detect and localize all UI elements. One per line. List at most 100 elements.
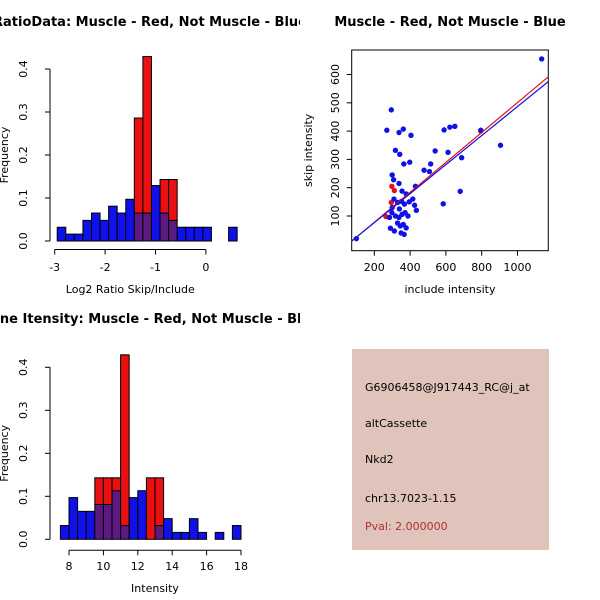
- not-muscle-point: [447, 124, 453, 130]
- y-tick-label: 500: [329, 92, 342, 113]
- y-tick-label: 0.2: [17, 445, 30, 463]
- not-muscle-point: [399, 188, 405, 194]
- top-left-histogram-svg: RatioData: Muscle - Red, Not Muscle - Bl…: [0, 15, 307, 296]
- muscle-point: [391, 187, 398, 194]
- not-muscle-point: [421, 167, 427, 173]
- x-axis-label: Intensity: [131, 582, 179, 595]
- y-tick-label: 300: [329, 149, 342, 170]
- x-tick-label: 12: [131, 560, 145, 573]
- not-muscle-point: [405, 213, 411, 219]
- histogram-bar: [133, 212, 144, 242]
- histogram-bar: [111, 477, 122, 492]
- not-muscle-point: [440, 201, 446, 207]
- y-tick-label: 600: [329, 64, 342, 85]
- not-muscle-point: [396, 206, 403, 212]
- not-muscle-point: [397, 151, 403, 158]
- y-tick-label: 0.4: [17, 60, 30, 78]
- not-muscle-point: [401, 201, 408, 207]
- histogram-bar: [102, 477, 113, 505]
- histogram-bar: [90, 212, 101, 242]
- x-tick-label: -2: [100, 261, 111, 274]
- not-muscle-point: [457, 188, 463, 195]
- histogram-bar: [214, 531, 225, 540]
- not-muscle-point: [390, 177, 397, 183]
- y-tick-label: 0.0: [17, 531, 30, 549]
- histogram-bar: [102, 503, 113, 540]
- y-axis-label: Frequency: [0, 126, 11, 183]
- histogram-bar: [108, 205, 118, 242]
- gene-info-box: G6906458@J917443_RC@j_at altCassette Nkd…: [352, 349, 549, 550]
- x-tick-label: 16: [200, 560, 214, 573]
- not-muscle-point: [391, 196, 397, 202]
- not-muscle-point: [388, 107, 395, 113]
- histogram-bar: [128, 497, 139, 540]
- histogram-bar: [99, 219, 110, 242]
- histogram-bar: [68, 497, 79, 540]
- muscle-point: [389, 183, 395, 189]
- not-muscle-point: [445, 149, 451, 156]
- histogram-bar: [168, 179, 178, 221]
- histogram-bar: [154, 525, 165, 540]
- not-muscle-point: [497, 142, 504, 148]
- x-tick-label: 18: [234, 560, 248, 573]
- pval-text: Pval: 2.000000: [365, 520, 448, 533]
- histogram-bar: [56, 226, 67, 242]
- histogram-bar: [197, 531, 208, 540]
- not-muscle-point: [396, 180, 402, 187]
- splice-event-type-text: altCassette: [365, 417, 428, 430]
- histogram-bar: [159, 212, 170, 242]
- x-tick-label: -1: [150, 261, 161, 274]
- not-muscle-point: [401, 231, 407, 238]
- histogram-bar: [116, 212, 127, 242]
- x-tick-label: 400: [400, 261, 421, 274]
- histogram-bar: [142, 212, 152, 242]
- y-tick-label: 0.3: [17, 103, 30, 121]
- not-muscle-point: [538, 56, 545, 62]
- histogram-bar: [82, 219, 92, 242]
- histogram-bar: [193, 226, 204, 242]
- histogram-bar: [77, 510, 87, 540]
- histogram-bar: [163, 518, 173, 540]
- not-muscle-point: [391, 228, 398, 234]
- histogram-bar: [111, 490, 122, 540]
- not-muscle-point: [401, 161, 407, 167]
- not-muscle-point: [353, 235, 360, 242]
- histogram-bar: [85, 510, 96, 540]
- chart-title: Muscle - Red, Not Muscle - Blue: [334, 15, 565, 30]
- histogram-bar: [176, 226, 187, 242]
- histogram-bar: [120, 354, 130, 527]
- histogram-bar: [154, 477, 165, 527]
- histogram-bar: [168, 219, 178, 242]
- y-tick-label: 200: [329, 177, 342, 198]
- not-muscle-point: [427, 161, 434, 167]
- histogram-bar: [185, 226, 195, 242]
- chart-title: Gene Itensity: Muscle - Red, Not Muscle …: [0, 312, 300, 327]
- histogram-bar: [120, 525, 130, 540]
- x-tick-label: 1000: [504, 261, 532, 274]
- gene-info-panel: G6906458@J917443_RC@j_at altCassette Nkd…: [300, 300, 600, 600]
- not-muscle-point: [413, 207, 420, 214]
- x-tick-label: 600: [435, 261, 456, 274]
- y-axis-label: Frequency: [0, 424, 11, 481]
- intensity-scatter-panel: Muscle - Red, Not Muscle - Blue 100 200 300…: [300, 0, 600, 300]
- y-tick-label: 0.1: [17, 189, 30, 207]
- plot-box: [351, 49, 549, 252]
- not-muscle-point: [426, 168, 433, 175]
- not-muscle-point: [403, 225, 409, 231]
- y-tick-label: 0.4: [17, 359, 30, 377]
- y-axis-label: skip intensity: [302, 113, 315, 187]
- bottom-left-histogram-svg: Gene Itensity: Muscle - Red, Not Muscle …: [0, 312, 320, 595]
- gene-intensity-histogram-panel: Gene Itensity: Muscle - Red, Not Muscle …: [0, 300, 320, 600]
- chart-title: RatioData: Muscle - Red, Not Muscle - Bl…: [0, 15, 300, 30]
- histogram-bar: [59, 525, 70, 540]
- y-tick-label: 100: [329, 206, 342, 227]
- not-muscle-point: [400, 126, 406, 132]
- not-muscle-point: [408, 132, 414, 139]
- y-tick-label: 0.2: [17, 146, 30, 164]
- not-muscle-point: [396, 129, 402, 136]
- histogram-bar: [159, 179, 170, 214]
- histogram-bar: [73, 233, 84, 242]
- not-muscle-fit-line: [351, 80, 549, 242]
- not-muscle-point: [407, 159, 413, 165]
